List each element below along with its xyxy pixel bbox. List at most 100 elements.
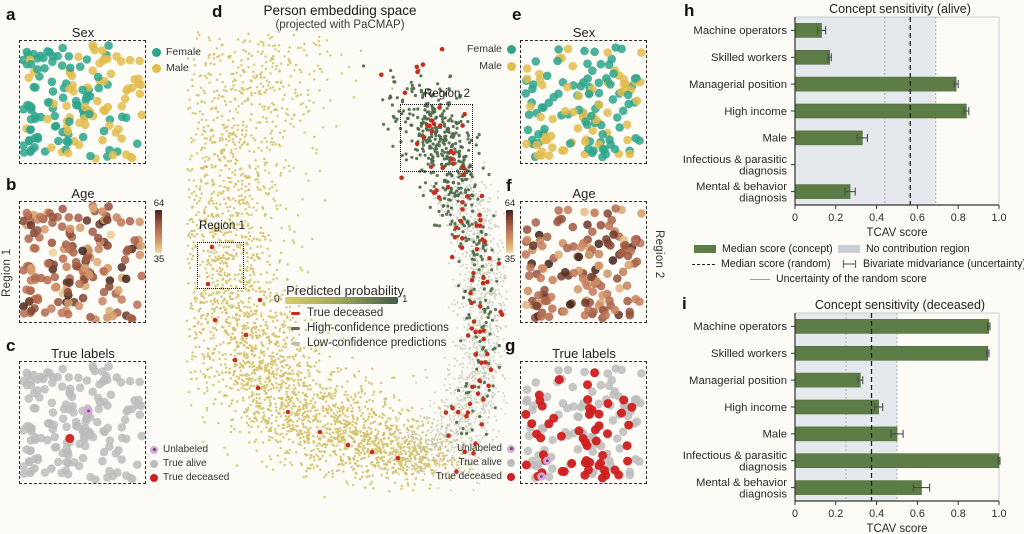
legend-d-low-conf-label: Low-confidence predictions [307, 337, 447, 349]
unlabeled-dot-icon [507, 444, 515, 453]
panel-d-title: Person embedding space [263, 3, 417, 18]
male-label: Male [479, 60, 502, 72]
legend-d-low-conf: Low-confidence predictions [291, 337, 446, 349]
true-deceased-dot-icon [150, 473, 158, 482]
legend-a-male: Male [152, 62, 189, 74]
legend-a-female: Female [152, 46, 201, 58]
legend-d-high-conf: High-confidence predictions [291, 322, 449, 334]
thin-line-icon [750, 278, 770, 280]
colorbar-b-min: 35 [153, 254, 165, 265]
no-contribution-swatch-icon [838, 245, 860, 253]
legend-g-alive: True alive [405, 457, 515, 468]
true-deceased-dot-icon [507, 472, 515, 481]
region1-annotation: Region 1 [199, 220, 246, 232]
tcav-legend-uncertainty: Uncertainty of the random score [750, 273, 927, 285]
panel-f-box [520, 201, 647, 323]
low-confidence-marker-icon [291, 341, 300, 345]
panel-d-subtitle: (projected with PaCMAP) [275, 19, 405, 31]
tcav-legend-bivariate: Bivariate midvariance (uncertainty) [842, 258, 1024, 270]
tcav-legend-no-contrib: No contribution region [838, 243, 970, 255]
panel-g-scatter [521, 364, 646, 483]
female-label: Female [466, 43, 502, 55]
panel-a-scatter [20, 41, 145, 163]
female-dot-icon [507, 44, 516, 54]
unlabeled-label: Unlabeled [456, 443, 502, 454]
true-alive-label: True alive [163, 458, 207, 469]
female-dot-icon [152, 47, 161, 57]
tcav-legend-random: Median score (random) [692, 258, 831, 270]
panel-letter-i: i [682, 294, 687, 313]
true-alive-dot-icon [150, 459, 158, 468]
colorbar-b [155, 210, 162, 253]
concept-swatch-icon [694, 245, 716, 253]
panel-c-title: True labels [51, 346, 115, 361]
chart-i-title: Concept sensitivity (deceased) [814, 298, 986, 312]
region2-box [400, 104, 473, 172]
panel-c-box [19, 361, 146, 484]
panel-b-scatter [20, 202, 145, 322]
unlabeled-label: Unlabeled [163, 444, 209, 455]
panel-e-title: Sex [572, 25, 596, 40]
tcav-legend-concept: Median score (concept) [694, 243, 833, 255]
region1-axis-label: Region 1 [1, 248, 13, 297]
panel-e-box [520, 40, 647, 164]
panel-g-title: True labels [552, 346, 616, 361]
panel-letter-h: h [684, 1, 695, 20]
prob-legend-min: 0 [274, 294, 280, 305]
panel-letter-g: g [505, 336, 516, 355]
legend-d-deceased: True deceased [291, 307, 383, 319]
legend-c-unlabeled: Unlabeled [150, 444, 208, 455]
deceased-marker-icon [291, 311, 300, 315]
panel-b-box [19, 201, 146, 323]
tcav-concept-label: Median score (concept) [722, 243, 833, 255]
true-alive-dot-icon [507, 458, 515, 467]
panel-g-box [520, 361, 647, 484]
legend-g-unlabeled: Unlabeled [405, 443, 515, 454]
prob-gradient-bar [285, 297, 398, 304]
male-label: Male [166, 62, 189, 74]
legend-d-high-conf-label: High-confidence predictions [307, 322, 449, 334]
panel-c-scatter [20, 362, 145, 483]
panel-letter-b: b [6, 175, 17, 194]
true-deceased-label: True deceased [435, 471, 502, 482]
embedding-scatter [185, 30, 508, 499]
tcav-uncertainty-label: Uncertainty of the random score [776, 273, 927, 285]
region2-annotation: Region 2 [424, 88, 471, 100]
tcav-random-label: Median score (random) [721, 258, 831, 270]
panel-a-title: Sex [71, 25, 95, 40]
panel-f-title: Age [572, 186, 596, 201]
unlabeled-dot-icon [150, 445, 158, 454]
male-dot-icon [507, 61, 516, 71]
panel-letter-f: f [506, 176, 512, 195]
panel-b-title: Age [71, 186, 95, 201]
prob-legend-title: Predicted probability [286, 283, 404, 298]
panel-letter-e: e [512, 5, 522, 24]
tcav-no-contrib-label: No contribution region [866, 243, 970, 255]
colorbar-f [506, 210, 513, 253]
legend-c-deceased: True deceased [150, 472, 229, 483]
panel-e-scatter [521, 43, 646, 162]
colorbar-f-max: 64 [504, 198, 516, 209]
chart-h-title: Concept sensitivity (alive) [829, 2, 971, 16]
panel-a-box [19, 40, 146, 164]
female-label: Female [166, 46, 202, 58]
male-dot-icon [152, 63, 161, 73]
panel-letter-c: c [6, 336, 16, 355]
legend-e-male: Male [438, 60, 516, 72]
colorbar-f-min: 35 [504, 254, 516, 265]
legend-c-alive: True alive [150, 458, 207, 469]
tcav-bivariate-label: Bivariate midvariance (uncertainty) [863, 258, 1024, 270]
panel-f-scatter [521, 204, 646, 322]
prob-legend-max: 1 [402, 294, 408, 305]
true-deceased-label: True deceased [163, 472, 230, 483]
dashed-line-icon [692, 263, 715, 265]
legend-g-deceased: True deceased [405, 471, 515, 482]
high-confidence-marker-icon [291, 326, 300, 330]
errorbar-icon [842, 260, 857, 268]
region1-box [197, 242, 244, 289]
region2-axis-label: Region 2 [653, 230, 665, 279]
true-alive-label: True alive [458, 457, 502, 468]
